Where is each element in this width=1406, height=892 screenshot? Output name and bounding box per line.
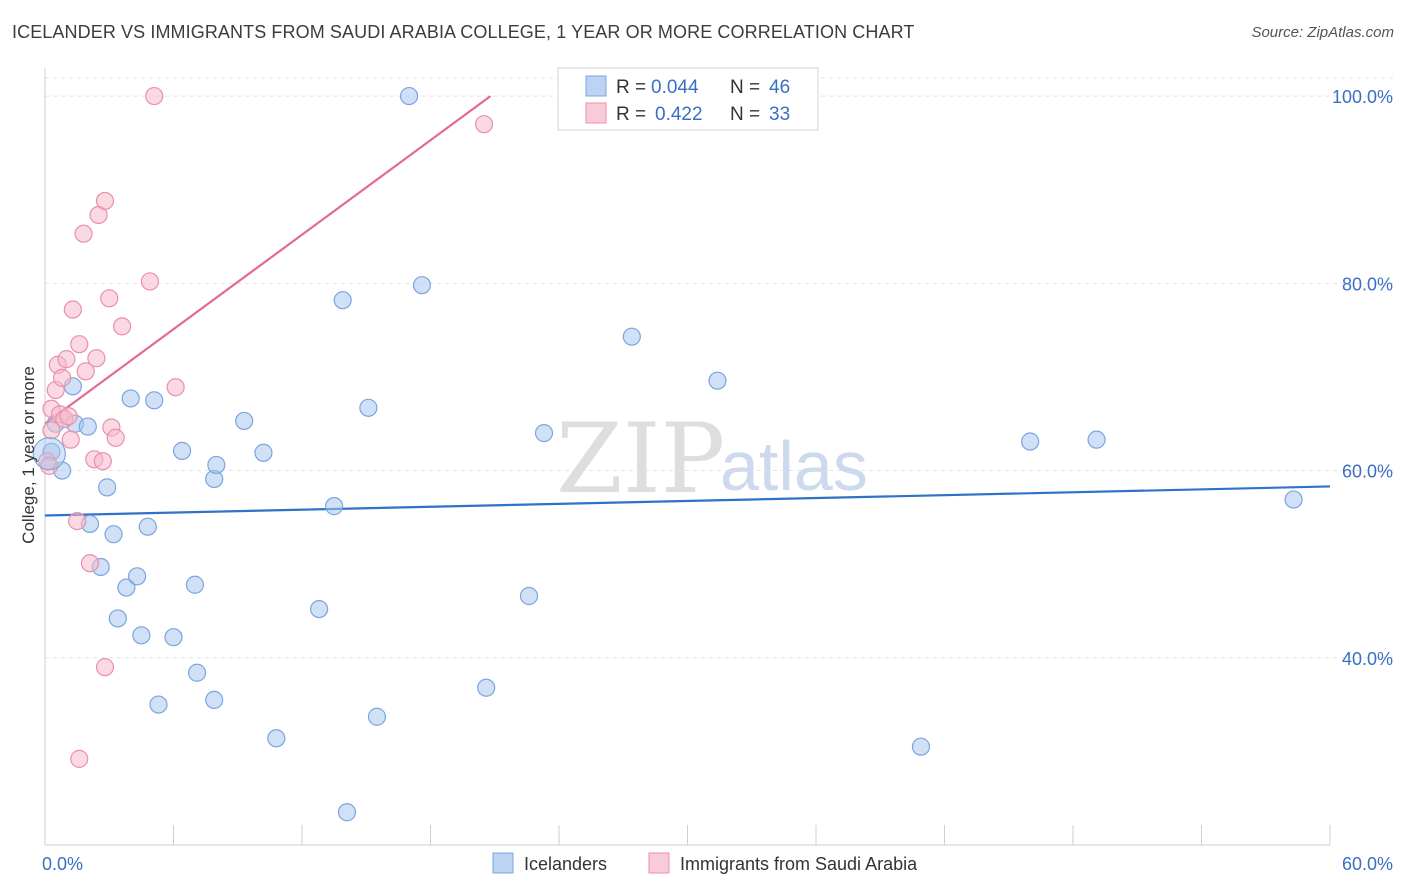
saudi-point-23 [100,289,119,308]
stats-r-value-2: 0.422 [655,104,703,125]
saudi-trend-line [44,95,492,425]
icelanders-point-20 [185,575,205,594]
chart-source: Source: ZipAtlas.com [1251,24,1394,41]
icelanders-point-32 [359,398,378,417]
icelanders-point-28 [310,599,329,619]
saudi-point-32 [59,407,78,426]
stats-r-label-2: R = [616,104,646,125]
icelanders-point-42 [1021,432,1040,451]
saudi-point-26 [112,317,132,336]
legend-label-saudi: Immigrants from Saudi Arabia [680,854,918,874]
legend-swatch-saudi [648,852,670,874]
stats-n-value-1: 46 [769,77,790,98]
icelanders-point-24 [207,455,226,475]
icelanders-point-36 [477,678,496,697]
icelanders-point-30 [333,291,352,310]
stats-r-label-1: R = [616,77,646,98]
icelanders-point-33 [367,707,387,726]
gridlines [45,77,1393,659]
icelanders-point-11 [117,578,136,597]
stats-n-value-2: 33 [769,104,790,125]
icelanders-point-8 [98,478,117,497]
saudi-point-16 [80,554,100,573]
saudi-point-28 [145,86,164,106]
icelanders-point-13 [127,567,147,586]
icelanders-point-19 [172,441,192,460]
y-tick-label-3: 40.0% [1342,649,1393,669]
data-points [32,86,1303,822]
stats-swatch-saudi [585,102,607,124]
saudi-point-21 [95,658,115,677]
icelanders-point-40 [708,371,727,390]
icelanders-point-35 [412,276,432,295]
saudi-point-29 [166,378,185,397]
y-axis-title: College, 1 year or more [19,366,38,544]
icelanders-point-22 [205,690,224,709]
stats-n-label-1: N = [730,77,760,98]
icelanders-trend-line [44,485,1331,517]
saudi-point-31 [70,749,89,768]
icelanders-point-16 [145,391,164,410]
saudi-point-30 [474,115,494,134]
saudi-point-9 [57,350,76,369]
stats-r-value-1: 0.044 [651,77,699,98]
x-tick-label-0: 0.0% [42,854,83,874]
watermark-atlas: atlas [720,427,868,505]
saudi-point-18 [87,349,106,368]
saudi-point-13 [70,335,89,354]
tick-labels: 100.0% 80.0% 60.0% 40.0% 0.0% 60.0% [42,87,1393,874]
saudi-point-11 [63,300,82,319]
icelanders-point-12 [121,389,140,408]
y-tick-label-1: 80.0% [1342,274,1393,294]
icelanders-point-39 [622,327,641,346]
x-tick-label-1: 60.0% [1342,854,1393,874]
icelanders-point-26 [254,443,273,462]
icelanders-point-9 [104,525,123,544]
legend-label-icelanders: Icelanders [524,854,607,874]
icelanders-point-18 [164,628,183,647]
icelanders-point-29 [325,497,344,516]
stats-swatch-icelanders [585,75,607,97]
icelanders-point-cluster [32,437,66,471]
icelanders-point-37 [519,586,539,606]
saudi-point-27 [140,272,160,291]
saudi-point-3 [42,421,61,440]
saudi-point-25 [106,428,125,447]
trend-lines [44,95,1331,517]
y-tick-label-2: 60.0% [1342,462,1393,482]
saudi-point-7 [53,368,72,387]
saudi-point-15 [76,362,95,381]
y-tick-label-0: 100.0% [1332,87,1393,107]
icelanders-point-41 [911,737,931,756]
chart-title: ICELANDER VS IMMIGRANTS FROM SAUDI ARABI… [12,22,915,42]
icelanders-point-17 [149,695,168,714]
icelanders-point-31 [337,803,357,822]
watermark-zip: ZIP [556,403,725,515]
icelanders-point-15 [138,517,157,536]
stats-box: R = 0.044 N = 46 R = 0.422 N = 33 [557,67,819,131]
icelanders-point-43 [1087,430,1106,449]
saudi-point-1 [40,456,59,475]
icelanders-point-5 [78,417,97,436]
icelanders-point-14 [132,626,151,645]
saudi-point-22 [95,191,115,211]
saudi-point-10 [61,430,80,449]
stats-n-label-2: N = [730,104,760,125]
icelanders-point-34 [399,86,419,106]
icelanders-point-38 [534,423,554,443]
icelanders-point-25 [235,411,254,431]
saudi-point-12 [68,511,87,531]
legend: Icelanders Immigrants from Saudi Arabia [492,852,918,874]
legend-swatch-icelanders [492,852,514,874]
watermark: ZIP atlas [556,403,868,515]
icelanders-point-27 [267,729,286,748]
saudi-point-14 [74,224,93,243]
icelanders-point-44 [1284,490,1303,509]
icelanders-point-21 [187,663,207,682]
icelanders-point-10 [108,609,127,628]
saudi-point-20 [93,452,112,471]
